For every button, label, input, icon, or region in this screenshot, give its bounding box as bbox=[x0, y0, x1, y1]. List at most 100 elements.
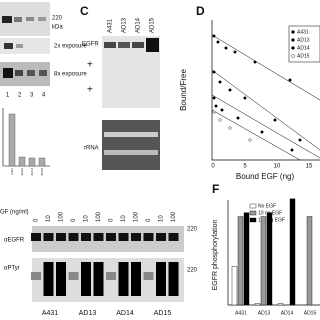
band bbox=[31, 233, 41, 241]
dose: 10 bbox=[121, 215, 127, 222]
bar bbox=[266, 212, 273, 306]
band bbox=[39, 70, 47, 76]
lane-label: AD14 bbox=[136, 17, 142, 33]
bar-label: A431 bbox=[10, 168, 14, 175]
symbol: + bbox=[87, 60, 93, 71]
y-label: Bound/Free bbox=[179, 69, 188, 111]
legend-marker bbox=[291, 30, 295, 34]
point bbox=[298, 138, 302, 142]
band bbox=[4, 43, 13, 49]
point bbox=[214, 104, 218, 108]
dose: 100 bbox=[59, 211, 65, 222]
band bbox=[81, 233, 91, 241]
unit: kDa bbox=[52, 25, 63, 31]
bar bbox=[18, 156, 26, 167]
band bbox=[156, 262, 166, 296]
point bbox=[212, 70, 216, 74]
dose: 0 bbox=[109, 218, 115, 222]
band bbox=[26, 17, 34, 21]
band bbox=[43, 233, 54, 241]
band-label: EGFR bbox=[82, 42, 99, 48]
dose: 0 bbox=[146, 218, 152, 222]
band bbox=[106, 233, 116, 241]
bar bbox=[231, 266, 238, 306]
point bbox=[290, 148, 294, 152]
legend-swatch bbox=[249, 217, 257, 223]
band bbox=[143, 272, 154, 280]
bar bbox=[260, 216, 267, 306]
x-tick-label: 5 bbox=[243, 164, 247, 170]
point bbox=[236, 116, 240, 120]
blot-label: αEGFR bbox=[4, 238, 25, 244]
blot-label: αPTyr bbox=[4, 266, 20, 272]
band bbox=[38, 17, 46, 21]
bar bbox=[243, 212, 250, 306]
lane-number: 1 bbox=[6, 93, 10, 99]
band bbox=[31, 272, 41, 280]
band bbox=[15, 70, 23, 76]
lane-number: 3 bbox=[30, 93, 34, 99]
point bbox=[212, 110, 216, 114]
exposure: 8x exposure bbox=[54, 72, 87, 78]
dose: 10 bbox=[159, 215, 165, 222]
point bbox=[220, 108, 224, 112]
symbol: + bbox=[87, 85, 93, 96]
bar bbox=[237, 216, 244, 306]
point bbox=[212, 34, 216, 38]
cell-label: AD13 bbox=[79, 310, 97, 317]
cell-label: A431 bbox=[42, 310, 58, 317]
band bbox=[43, 262, 54, 296]
legend-swatch bbox=[249, 203, 257, 209]
dose: 0 bbox=[71, 218, 77, 222]
cell-label: AD13 bbox=[258, 310, 271, 316]
legend-label: A431 bbox=[297, 29, 309, 35]
bar bbox=[38, 157, 46, 167]
band bbox=[118, 42, 130, 48]
loading-label: rRNA bbox=[84, 146, 99, 152]
dose: 10 bbox=[84, 215, 90, 222]
point bbox=[228, 126, 232, 130]
dose-label: GF (ng/ml) bbox=[0, 210, 29, 216]
blot bbox=[0, 38, 50, 54]
bar-label: AD14 bbox=[30, 168, 34, 176]
point bbox=[228, 88, 232, 92]
band bbox=[132, 42, 144, 48]
bar bbox=[28, 157, 36, 167]
band bbox=[93, 233, 104, 241]
legend-label: No EGF bbox=[258, 203, 276, 209]
dose: 100 bbox=[96, 211, 102, 222]
cell-label: AD14 bbox=[281, 310, 294, 316]
point bbox=[216, 40, 220, 44]
dose: 0 bbox=[34, 218, 40, 222]
band bbox=[68, 233, 79, 241]
lane-number: 4 bbox=[42, 93, 46, 99]
band bbox=[3, 68, 13, 78]
band bbox=[68, 272, 79, 280]
band bbox=[14, 17, 22, 22]
point bbox=[253, 60, 257, 64]
bar-label: AD13 bbox=[20, 168, 24, 176]
panel-letter: F bbox=[212, 182, 219, 196]
legend-marker bbox=[291, 54, 295, 58]
point bbox=[224, 46, 228, 50]
legend-label: AD14 bbox=[297, 45, 310, 51]
marker: 220 bbox=[187, 227, 198, 233]
bar bbox=[277, 303, 284, 306]
exposure: 2x exposure bbox=[54, 44, 87, 50]
point bbox=[233, 50, 237, 54]
point bbox=[260, 130, 264, 134]
point bbox=[212, 96, 216, 100]
legend-label: AD13 bbox=[297, 37, 310, 43]
cell-label: AD15 bbox=[304, 310, 317, 316]
bar bbox=[306, 216, 313, 306]
panel-letter: C bbox=[80, 4, 89, 18]
band bbox=[81, 262, 91, 296]
cell-label: A431 bbox=[235, 310, 247, 316]
bar bbox=[254, 303, 261, 306]
lane-label: AD15 bbox=[150, 17, 156, 33]
band bbox=[56, 262, 66, 296]
blot bbox=[102, 120, 160, 170]
point bbox=[218, 118, 222, 122]
band bbox=[104, 150, 158, 155]
